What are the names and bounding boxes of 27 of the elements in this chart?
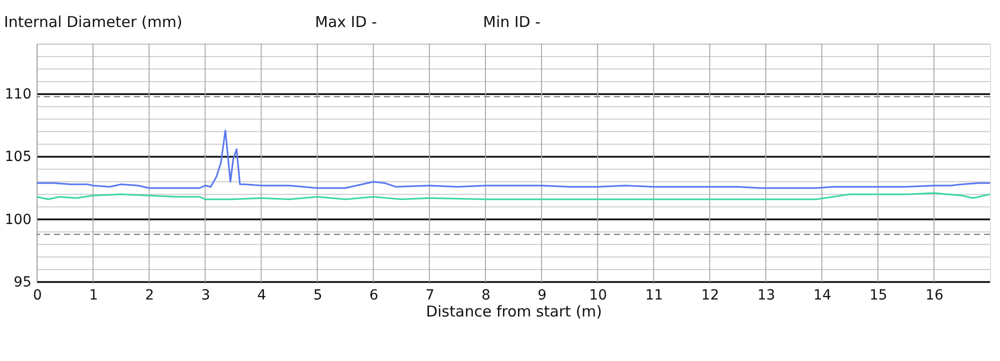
x-tick-label: 3 [201,288,210,304]
y-tick-label: 105 [4,149,32,166]
x-tick-label: 15 [869,288,888,304]
x-axis-title: Distance from start (m) [426,302,602,320]
x-tick-label: 0 [33,288,42,304]
x-tick-label: 9 [538,288,546,304]
text: Min ID - [483,13,541,31]
x-tick-label: 4 [257,288,266,304]
text: Max ID - [315,13,377,31]
x-tick-label: 13 [757,288,776,304]
y-axis-title: Internal Diameter (mm) [4,13,182,31]
x-tick-label: 7 [425,288,434,304]
x-tick-label: 5 [313,288,322,304]
x-tick-label: 12 [701,288,720,304]
x-tick-label: 2 [145,288,154,304]
x-tick-label: 8 [482,288,490,304]
x-tick-label: 1 [89,288,98,304]
x-tick-label: 14 [813,288,832,304]
y-tick-label: 110 [4,86,32,103]
y-tick-label: 95 [14,274,32,290]
x-tick-label: 6 [369,288,378,304]
line-series [36,192,991,200]
line-series [36,130,991,189]
x-tick-label: 10 [589,288,607,304]
y-tick-label: 100 [4,212,32,228]
x-tick-label: 11 [645,288,664,304]
x-tick-label: 16 [926,288,944,304]
